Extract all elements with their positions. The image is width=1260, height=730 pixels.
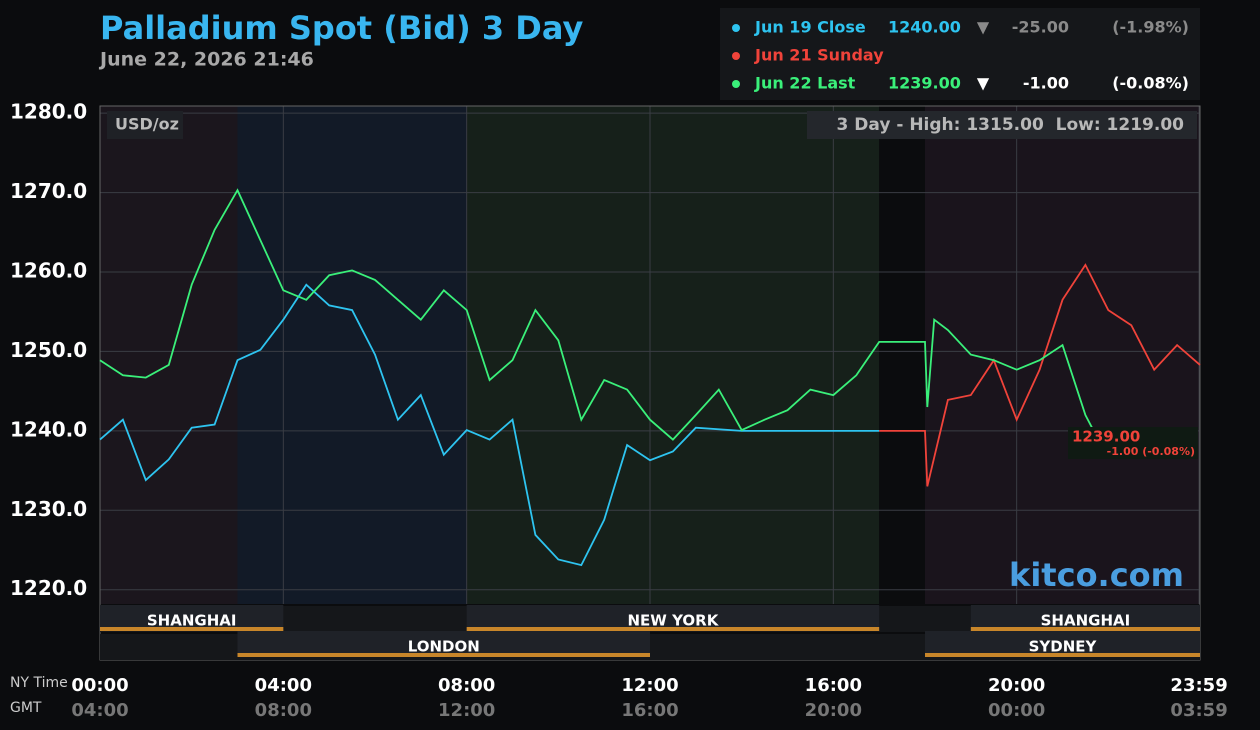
x2-tick-label: 20:00	[805, 700, 862, 721]
legend-change: -1.00	[1023, 74, 1069, 93]
y-tick-label: 1220.0	[10, 576, 87, 600]
x2-tick-label: 00:00	[988, 700, 1045, 721]
x-tick-label: 08:00	[438, 675, 495, 696]
y-unit: USD/oz	[115, 115, 179, 134]
unit-box	[107, 111, 183, 139]
legend-last: 1239.00	[888, 74, 961, 93]
end-change: -1.00 (-0.08%)	[1107, 445, 1195, 458]
legend-change-pct: (-0.08%)	[1112, 74, 1189, 93]
end-label-box	[1068, 427, 1198, 459]
session-band	[237, 106, 467, 604]
legend-label: Jun 21 Sunday	[754, 46, 884, 65]
legend-marker	[732, 24, 740, 32]
session-label: NEW YORK	[628, 612, 720, 630]
session-label: SYDNEY	[1029, 638, 1098, 656]
x-row-label: NY Time	[10, 675, 68, 691]
session-band	[879, 106, 925, 604]
x2-tick-label: 03:59	[1170, 700, 1227, 721]
legend-marker	[732, 52, 740, 60]
legend-change-pct: (-1.98%)	[1112, 18, 1189, 37]
x2-tick-label: 08:00	[255, 700, 312, 721]
session-box	[925, 631, 1200, 657]
chart-subtitle: June 22, 2026 21:46	[98, 49, 314, 71]
x2-row-label: GMT	[10, 700, 42, 716]
series-line	[879, 263, 1201, 487]
y-tick-label: 1260.0	[10, 259, 87, 283]
x2-tick-label: 12:00	[438, 700, 495, 721]
x-tick-label: 20:00	[988, 675, 1045, 696]
plot-area	[99, 106, 1200, 604]
x-tick-label: 16:00	[805, 675, 862, 696]
series-line	[99, 188, 1099, 441]
chart-title: Palladium Spot (Bid) 3 Day	[100, 9, 583, 47]
end-label: 1239.00	[1072, 428, 1140, 446]
y-tick-label: 1270.0	[10, 179, 87, 203]
legend-marker	[732, 80, 740, 88]
session-label: LONDON	[408, 638, 480, 656]
legend-label: Jun 22 Last	[754, 74, 856, 93]
y-tick-label: 1230.0	[10, 497, 87, 521]
legend-arrow: ▼	[977, 18, 990, 37]
legend-arrow: ▼	[977, 74, 990, 93]
session-band	[100, 106, 238, 604]
session-label: SHANGHAI	[1041, 612, 1131, 630]
legend-box	[720, 8, 1200, 100]
range-note: 3 Day - High: 1315.00 Low: 1219.00	[837, 115, 1185, 135]
legend-last: 1240.00	[888, 18, 961, 37]
session-box	[466, 605, 880, 631]
session-label: SHANGHAI	[147, 612, 237, 630]
session-box	[100, 605, 284, 631]
session-band	[925, 106, 1200, 604]
y-tick-label: 1250.0	[10, 338, 87, 362]
y-tick-label: 1280.0	[10, 100, 87, 124]
session-box	[970, 605, 1200, 631]
watermark: kitco.com	[1009, 556, 1184, 594]
x-tick-label: 23:59	[1170, 675, 1227, 696]
range-box	[807, 111, 1197, 139]
x-tick-label: 04:00	[255, 675, 312, 696]
series-line	[99, 283, 880, 567]
y-tick-label: 1240.0	[10, 417, 87, 441]
x2-tick-label: 16:00	[621, 700, 678, 721]
x-tick-label: 12:00	[621, 675, 678, 696]
x-tick-label: 00:00	[71, 675, 128, 696]
session-band	[466, 106, 880, 604]
x2-tick-label: 04:00	[71, 700, 128, 721]
legend-change: -25.00	[1012, 18, 1069, 37]
session-box	[237, 631, 650, 657]
legend-label: Jun 19 Close	[754, 18, 866, 37]
